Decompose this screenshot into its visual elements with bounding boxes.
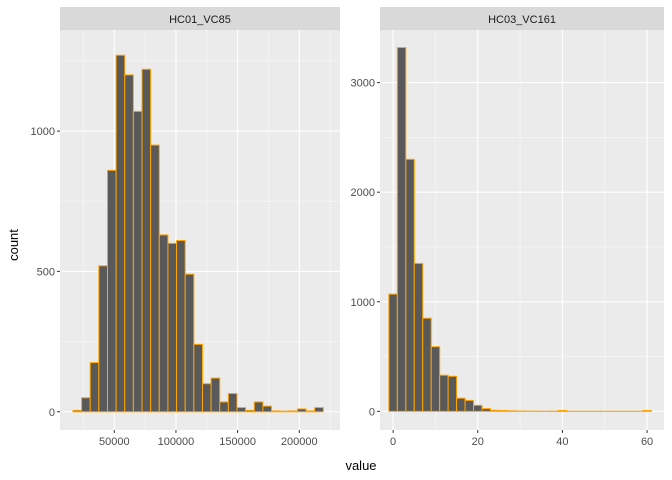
x-tick-label: 200000 <box>281 436 318 448</box>
histogram-bar <box>271 410 281 413</box>
histogram-bar <box>296 408 307 413</box>
histogram-bar <box>447 375 458 412</box>
histogram-bar <box>279 410 290 413</box>
histogram-bar <box>489 409 500 412</box>
histogram-bar <box>388 293 398 412</box>
histogram-bar <box>498 409 508 412</box>
y-axis-title: count <box>6 229 21 261</box>
histogram-bar <box>305 410 316 413</box>
histogram-bar <box>124 74 134 413</box>
x-tick-label: 100000 <box>158 436 195 448</box>
histogram-bar <box>219 401 229 413</box>
histogram-bar <box>167 242 178 413</box>
histogram-bar <box>236 407 247 413</box>
histogram-bar <box>288 410 298 413</box>
histogram-bar <box>557 409 568 412</box>
histogram-bar <box>193 343 203 413</box>
histogram-bar <box>314 407 324 413</box>
facet-panel-2: HC03_VC161 0 20 40 60 0 1000 2000 3000 <box>351 7 664 448</box>
histogram-bar <box>405 158 415 412</box>
histogram-bar <box>413 262 424 412</box>
y-tick-label: 0 <box>49 407 55 419</box>
histogram-bar <box>396 47 407 412</box>
histogram-bar <box>81 397 91 413</box>
x-tick-label: 60 <box>641 436 653 448</box>
histogram-bar <box>98 265 108 413</box>
histogram-bar <box>201 383 212 413</box>
histogram-bar <box>456 397 466 412</box>
histogram-bar <box>158 234 169 413</box>
histogram-bar <box>115 54 126 413</box>
histogram-bar <box>506 410 517 412</box>
histogram-bar <box>473 404 483 412</box>
y-tick-label: 1000 <box>31 126 55 138</box>
histogram-bar <box>422 317 432 412</box>
histogram-bar <box>72 409 83 413</box>
x-tick-label: 40 <box>556 436 568 448</box>
histogram-bar <box>210 377 221 413</box>
histogram-bar <box>227 393 238 413</box>
histogram-bar <box>176 240 186 413</box>
histogram-bar <box>89 362 100 413</box>
y-tick-label: 1000 <box>351 297 375 309</box>
y-tick-label: 2000 <box>351 187 375 199</box>
histogram-bar <box>262 405 273 413</box>
x-tick-label: 150000 <box>219 436 256 448</box>
x-tick-label: 20 <box>472 436 484 448</box>
y-tick-label: 500 <box>37 266 55 278</box>
histogram-bar <box>430 346 441 412</box>
histogram-bar <box>464 399 475 412</box>
histogram-bar <box>253 401 264 413</box>
histogram-bar <box>481 408 491 412</box>
y-tick-label: 3000 <box>351 78 375 90</box>
histogram-bar <box>141 68 152 413</box>
x-tick-label: 0 <box>390 436 396 448</box>
histogram-bar <box>184 273 195 413</box>
facet-strip-label: HC01_VC85 <box>169 14 231 26</box>
facet-strip-label: HC03_VC161 <box>488 14 556 26</box>
histogram-bar <box>150 144 160 413</box>
histogram-bar <box>642 409 652 412</box>
facet-strip <box>380 7 664 30</box>
histogram-bar <box>132 110 143 413</box>
facet-panel-1: HC01_VC85 50000 100000 150000 200000 0 500 1000 <box>31 7 340 448</box>
histogram-bar <box>245 409 255 413</box>
y-tick-label: 0 <box>369 406 375 418</box>
x-axis-title: value <box>345 458 376 473</box>
histogram-bar <box>106 169 117 413</box>
x-tick-label: 50000 <box>99 436 130 448</box>
facet-strip <box>60 7 340 30</box>
histogram-bar <box>439 374 449 412</box>
